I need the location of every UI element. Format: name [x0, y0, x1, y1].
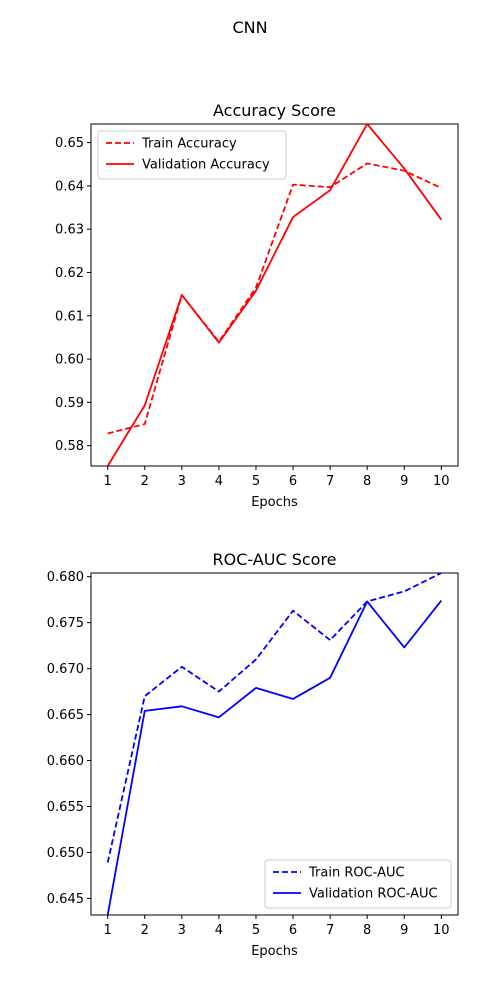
series-line-train-accuracy — [107, 162, 442, 435]
y-tick-label: 0.59 — [55, 396, 84, 411]
x-axis-label: Epochs — [251, 495, 298, 510]
series-line-validation-roc-auc — [106, 600, 443, 915]
x-tick-label: 1 — [104, 923, 112, 938]
x-tick-label: 4 — [215, 923, 223, 938]
y-tick-label: 0.63 — [55, 223, 84, 238]
chart-title: ROC-AUC Score — [212, 550, 336, 569]
x-tick-label: 10 — [433, 474, 450, 489]
y-tick-label: 0.680 — [47, 570, 84, 585]
y-tick-label: 0.660 — [47, 754, 84, 769]
plot-area-frame — [90, 572, 459, 916]
series-line-validation-accuracy — [106, 124, 443, 466]
plot-area-frame — [90, 123, 459, 467]
x-tick-label: 2 — [141, 474, 149, 489]
legend-label-train-roc-auc: Train ROC-AUC — [308, 866, 405, 881]
x-tick-label: 9 — [400, 474, 408, 489]
y-tick-label: 0.650 — [47, 846, 84, 861]
y-tick-label: 0.60 — [55, 353, 84, 368]
legend-label-validation-roc-auc: Validation ROC-AUC — [309, 887, 438, 902]
chart-title: Accuracy Score — [213, 101, 336, 120]
legend: Train Accuracy Validation Accuracy — [97, 130, 287, 180]
x-tick-label: 9 — [400, 923, 408, 938]
y-tick-label: 0.64 — [55, 179, 84, 194]
y-tick-label: 0.65 — [55, 136, 84, 151]
x-tick-label: 3 — [178, 923, 186, 938]
y-tick-label: 0.665 — [47, 708, 84, 723]
legend-label-validation-accuracy: Validation Accuracy — [142, 158, 270, 173]
y-tick-label: 0.62 — [55, 266, 84, 281]
y-tick-label: 0.58 — [55, 439, 84, 454]
legend: Train ROC-AUC Validation ROC-AUC — [264, 859, 452, 909]
y-tick-label: 0.670 — [47, 662, 84, 677]
x-tick-label: 7 — [326, 923, 334, 938]
y-tick-label: 0.61 — [55, 309, 84, 324]
x-tick-label: 8 — [363, 474, 371, 489]
x-tick-label: 6 — [289, 923, 297, 938]
y-tick-label: 0.645 — [47, 892, 84, 907]
x-tick-label: 5 — [252, 923, 260, 938]
accuracy-subplot: Accuracy Score 1 2 3 4 5 6 7 8 9 10 Epochs 0.58 0.59 0… — [55, 101, 459, 510]
x-axis-label: Epochs — [251, 944, 298, 959]
x-tick-label: 1 — [104, 474, 112, 489]
x-tick-label: 8 — [363, 923, 371, 938]
legend-box — [264, 859, 452, 909]
x-tick-label: 10 — [433, 923, 450, 938]
series-line-train-roc-auc — [106, 573, 442, 863]
y-tick-label: 0.655 — [47, 800, 84, 815]
x-tick-label: 4 — [215, 474, 223, 489]
roc-auc-subplot: ROC-AUC Score 1 2 3 4 5 6 7 8 9 10 Epochs 0.645 0.650… — [47, 550, 459, 959]
x-tick-label: 5 — [252, 474, 260, 489]
legend-box — [97, 130, 287, 180]
y-tick-label: 0.675 — [47, 616, 84, 631]
x-tick-label: 7 — [326, 474, 334, 489]
figure-title: CNN — [232, 18, 268, 37]
x-tick-label: 3 — [178, 474, 186, 489]
legend-label-train-accuracy: Train Accuracy — [141, 137, 237, 152]
x-tick-label: 6 — [289, 474, 297, 489]
x-tick-label: 2 — [141, 923, 149, 938]
